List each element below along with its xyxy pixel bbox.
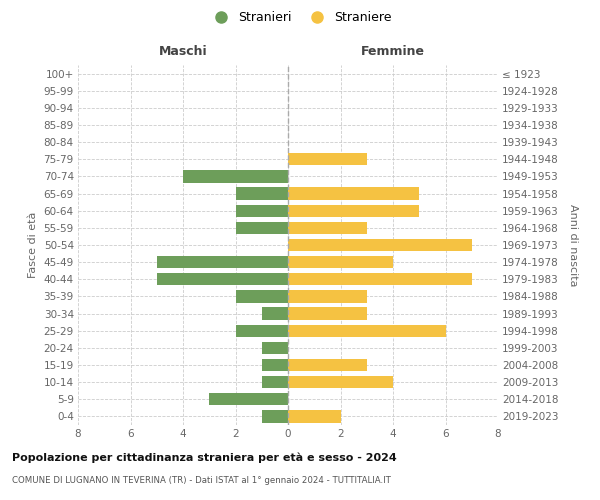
Bar — [288, 290, 367, 302]
Bar — [262, 376, 288, 388]
Bar — [288, 376, 393, 388]
Bar — [288, 324, 445, 337]
Bar — [288, 188, 419, 200]
Bar — [235, 188, 288, 200]
Bar — [262, 410, 288, 422]
Text: COMUNE DI LUGNANO IN TEVERINA (TR) - Dati ISTAT al 1° gennaio 2024 - TUTTITALIA.: COMUNE DI LUGNANO IN TEVERINA (TR) - Dat… — [12, 476, 391, 485]
Bar — [235, 290, 288, 302]
Bar — [235, 204, 288, 217]
Bar — [288, 256, 393, 268]
Bar — [288, 239, 472, 251]
Bar — [183, 170, 288, 182]
Bar — [288, 153, 367, 166]
Bar — [209, 393, 288, 406]
Bar — [235, 222, 288, 234]
Bar — [157, 273, 288, 285]
Bar — [288, 222, 367, 234]
Bar — [288, 308, 367, 320]
Bar — [235, 324, 288, 337]
Bar — [262, 342, 288, 354]
Bar — [157, 256, 288, 268]
Bar — [288, 410, 341, 422]
Bar — [288, 359, 367, 371]
Bar — [262, 359, 288, 371]
Bar — [288, 273, 472, 285]
Y-axis label: Fasce di età: Fasce di età — [28, 212, 38, 278]
Legend: Stranieri, Straniere: Stranieri, Straniere — [203, 6, 397, 29]
Bar — [288, 204, 419, 217]
Text: Maschi: Maschi — [158, 45, 208, 58]
Text: Femmine: Femmine — [361, 45, 425, 58]
Y-axis label: Anni di nascita: Anni di nascita — [568, 204, 578, 286]
Bar — [262, 308, 288, 320]
Text: Popolazione per cittadinanza straniera per età e sesso - 2024: Popolazione per cittadinanza straniera p… — [12, 452, 397, 463]
